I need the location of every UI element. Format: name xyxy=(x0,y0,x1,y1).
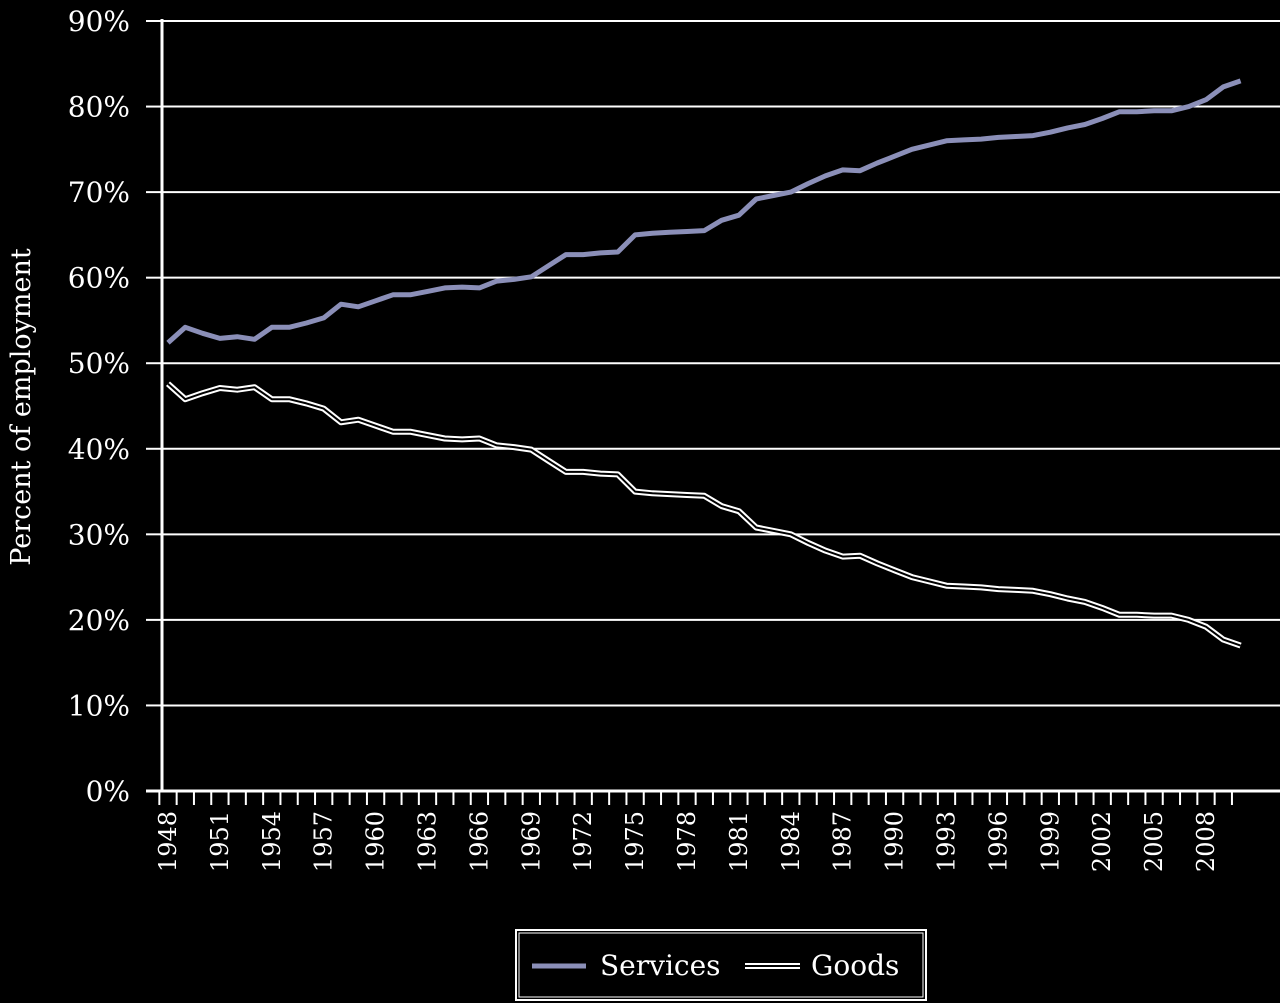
y-tick-label: 40% xyxy=(68,433,130,466)
x-tick-label: 1990 xyxy=(881,811,909,872)
x-tick-label: 1951 xyxy=(206,811,234,872)
series-lines xyxy=(166,78,1242,649)
x-tick-label: 1993 xyxy=(933,811,961,872)
x-tick-label: 1978 xyxy=(673,811,701,872)
x-tick-label: 1981 xyxy=(725,811,753,872)
x-tick-label: 1963 xyxy=(414,811,442,872)
x-tick-label: 1984 xyxy=(777,811,805,872)
x-tick-label: 1987 xyxy=(829,811,857,872)
x-tick-label: 1996 xyxy=(984,811,1012,872)
x-tick-label: 1999 xyxy=(1036,811,1064,872)
y-tick-label: 90% xyxy=(68,5,130,38)
y-axis-ticks: 0% 10% 20% 30% 40% 50% 60% 70% 80% 90% xyxy=(68,5,162,808)
x-tick-label: 1954 xyxy=(258,811,286,872)
x-axis-ticks: 1948 1951 1954 1957 1960 1963 1966 1969 1972 1975… xyxy=(154,791,1233,872)
y-tick-label: 0% xyxy=(86,775,130,808)
x-tick-label: 1969 xyxy=(517,811,545,872)
y-tick-label: 30% xyxy=(68,518,130,551)
x-tick-label: 1975 xyxy=(621,811,649,872)
gridlines xyxy=(162,20,1280,707)
x-tick-label: 1972 xyxy=(569,811,597,872)
y-axis-label: Percent of employment xyxy=(6,248,37,566)
series-services-line xyxy=(166,78,1242,345)
legend-services-label: Services xyxy=(600,949,721,982)
legend-box xyxy=(515,929,927,1001)
y-tick-label: 10% xyxy=(68,689,130,722)
legend-goods-label: Goods xyxy=(811,949,899,982)
x-tick-label: 1957 xyxy=(310,811,338,872)
x-tick-label: 2002 xyxy=(1088,811,1116,872)
x-tick-label: 1948 xyxy=(154,811,182,872)
y-tick-label: 80% xyxy=(68,91,130,124)
x-tick-label: 1960 xyxy=(362,811,390,872)
y-tick-label: 60% xyxy=(68,262,130,295)
y-tick-label: 70% xyxy=(68,176,130,209)
y-tick-label: 20% xyxy=(68,604,130,637)
series-goods-line xyxy=(167,383,1241,647)
x-tick-label: 2005 xyxy=(1140,811,1168,872)
x-tick-label: 1966 xyxy=(465,811,493,872)
legend: Services Goods xyxy=(515,929,927,1001)
y-tick-label: 50% xyxy=(68,347,130,380)
x-tick-label: 2008 xyxy=(1192,811,1220,872)
